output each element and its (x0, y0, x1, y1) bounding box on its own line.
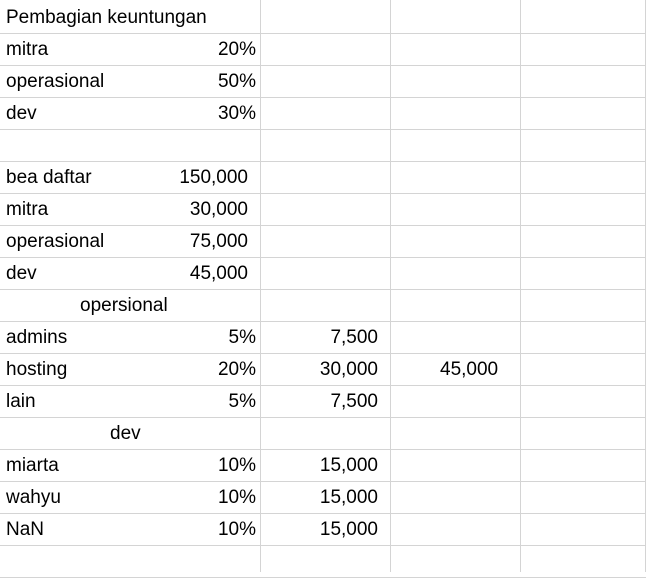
sheet-row-title[interactable]: Pembagian keuntungan (0, 2, 646, 34)
cell-dev-label[interactable]: NaN (6, 519, 45, 540)
sheet-row-section-header[interactable]: dev (0, 418, 646, 450)
cell-fee-value[interactable]: 150,000 (179, 167, 248, 188)
cell-dev-pct[interactable]: 10% (217, 455, 256, 476)
cell-share-value[interactable]: 20% (217, 39, 256, 60)
cell-operasional-pct[interactable]: 20% (217, 359, 256, 380)
cell-operasional-amount[interactable]: 30,000 (319, 359, 378, 380)
cell-dev-amount[interactable]: 15,000 (319, 519, 378, 540)
sheet-row-operasional[interactable]: lain 5% 7,500 (0, 386, 646, 418)
cell-dev-amount[interactable]: 15,000 (319, 455, 378, 476)
cell-dev-header[interactable]: dev (110, 423, 141, 444)
column-divider-bc (390, 0, 391, 572)
cell-allocation-label[interactable]: mitra (6, 199, 49, 220)
sheet-row-dev[interactable]: miarta 10% 15,000 (0, 450, 646, 482)
cell-operasional-amount[interactable]: 7,500 (330, 327, 378, 348)
sheet-row-fee[interactable]: bea daftar 150,000 (0, 162, 646, 194)
cell-share-value[interactable]: 50% (217, 71, 256, 92)
sheet-row-share[interactable]: mitra 20% (0, 34, 646, 66)
cell-dev-label[interactable]: wahyu (6, 487, 61, 508)
cell-share-label[interactable]: operasional (6, 71, 105, 92)
cell-share-label[interactable]: dev (6, 103, 37, 124)
cell-allocation-value[interactable]: 45,000 (189, 263, 248, 284)
cell-dev-pct[interactable]: 10% (217, 487, 256, 508)
cell-operasional-label[interactable]: lain (6, 391, 36, 412)
sheet-row-operasional[interactable]: hosting 20% 30,000 45,000 (0, 354, 646, 386)
cell-operasional-header[interactable]: opersional (80, 295, 168, 316)
sheet-row-dev[interactable]: NaN 10% 15,000 (0, 514, 646, 546)
cell-operasional-total[interactable]: 45,000 (440, 359, 499, 380)
cell-operasional-label[interactable]: admins (6, 327, 68, 348)
cell-allocation-value[interactable]: 75,000 (189, 231, 248, 252)
column-divider-cd (520, 0, 521, 572)
cell-operasional-pct[interactable]: 5% (228, 391, 256, 412)
cell-dev-pct[interactable]: 10% (217, 519, 256, 540)
cell-operasional-pct[interactable]: 5% (228, 327, 256, 348)
cell-share-value[interactable]: 30% (217, 103, 256, 124)
sheet-row-share[interactable]: operasional 50% (0, 66, 646, 98)
column-divider-ab (260, 0, 261, 572)
cell-allocation-value[interactable]: 30,000 (189, 199, 248, 220)
cell-title[interactable]: Pembagian keuntungan (6, 7, 207, 28)
sheet-row-operasional[interactable]: admins 5% 7,500 (0, 322, 646, 354)
cell-dev-amount[interactable]: 15,000 (319, 487, 378, 508)
sheet-row-empty[interactable] (0, 130, 646, 162)
cell-fee-label[interactable]: bea daftar (6, 167, 92, 188)
sheet-row-allocation[interactable]: dev 45,000 (0, 258, 646, 290)
sheet-row-dev[interactable]: wahyu 10% 15,000 (0, 482, 646, 514)
sheet-row-allocation[interactable]: operasional 75,000 (0, 226, 646, 258)
sheet-row-section-header[interactable]: opersional (0, 290, 646, 322)
cell-allocation-label[interactable]: operasional (6, 231, 105, 252)
cell-dev-label[interactable]: miarta (6, 455, 59, 476)
cell-operasional-amount[interactable]: 7,500 (330, 391, 378, 412)
cell-operasional-label[interactable]: hosting (6, 359, 68, 380)
cell-share-label[interactable]: mitra (6, 39, 49, 60)
sheet-row-allocation[interactable]: mitra 30,000 (0, 194, 646, 226)
sheet-row-empty[interactable] (0, 546, 646, 578)
cell-allocation-label[interactable]: dev (6, 263, 37, 284)
sheet-row-share[interactable]: dev 30% (0, 98, 646, 130)
